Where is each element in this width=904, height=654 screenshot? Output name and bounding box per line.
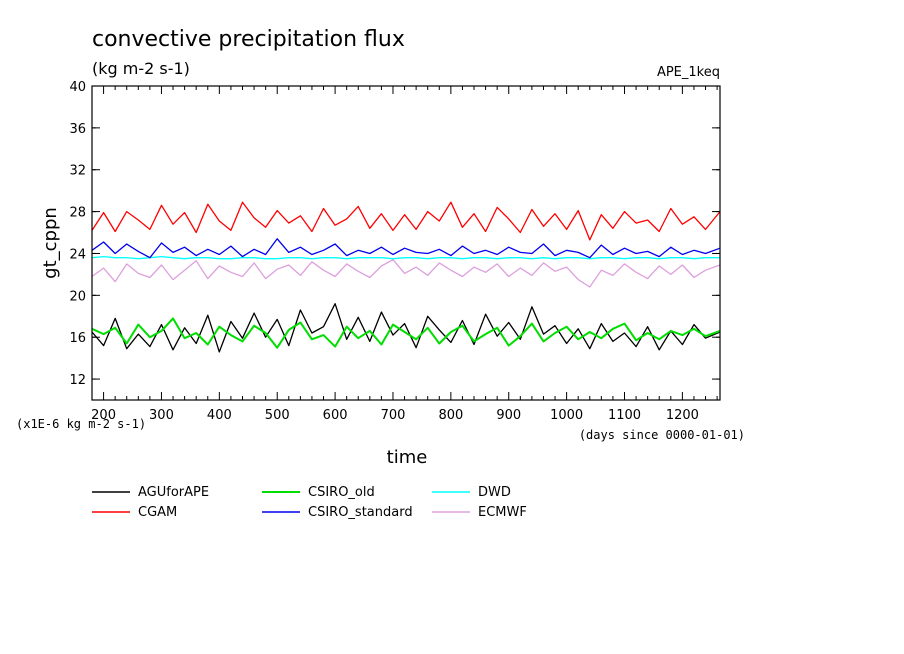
x-tick-label: 500 — [265, 408, 290, 423]
x-unit-note: (days since 0000-01-01) — [579, 428, 745, 442]
x-tick-label: 400 — [207, 408, 232, 423]
y-tick-label: 32 — [69, 164, 86, 179]
legend-label-cgam: CGAM — [138, 505, 177, 520]
x-tick-label: 800 — [438, 408, 463, 423]
legend-label-dwd: DWD — [478, 485, 511, 500]
x-tick-label: 700 — [381, 408, 406, 423]
y-tick-label: 20 — [69, 289, 86, 304]
plot-frame — [91, 85, 721, 401]
y-tick-label: 40 — [69, 80, 86, 95]
y-tick-label: 12 — [69, 373, 86, 388]
experiment-label: APE_1keq — [657, 65, 720, 80]
y-tick-label: 36 — [69, 122, 86, 137]
x-axis-label: time — [387, 447, 428, 468]
axis-ticks-group: 200 300 400 500 600 700 800 900 1000 1100 1200 12 16… — [69, 80, 720, 423]
legend-label-csiro-old: CSIRO_old — [308, 485, 375, 500]
x-tick-label: 1200 — [666, 408, 699, 423]
series-line-csiro-standard — [91, 238, 721, 259]
x-tick-label: 300 — [149, 408, 174, 423]
x-tick-label: 900 — [496, 408, 521, 423]
x-tick-label: 600 — [323, 408, 348, 423]
series-line-cgam — [91, 201, 721, 241]
y-axis-label: gt_cppn — [40, 207, 61, 279]
x-tick-label: 200 — [91, 408, 116, 423]
legend-label-ecmwf: ECMWF — [478, 505, 527, 520]
y-tick-label: 24 — [69, 247, 86, 262]
series-line-dwd — [91, 255, 720, 260]
series-line-csiro-old — [91, 317, 721, 349]
series-line-ecmwf — [91, 259, 721, 288]
y-scale-note: (x1E-6 kg m-2 s-1) — [16, 417, 146, 431]
series-line-aguforape — [91, 303, 721, 353]
y-tick-label: 28 — [69, 206, 86, 221]
legend: AGUforAPE CGAM CSIRO_old CSIRO_standard DWD E… — [92, 485, 527, 520]
legend-label-aguforape: AGUforAPE — [138, 485, 209, 500]
plot-series-group — [91, 201, 721, 353]
x-tick-label: 1000 — [550, 408, 583, 423]
chart-title: convective precipitation flux — [92, 27, 405, 52]
y-tick-label: 16 — [69, 331, 86, 346]
legend-label-csiro-standard: CSIRO_standard — [308, 505, 413, 520]
x-tick-label: 1100 — [608, 408, 641, 423]
chart-units: (kg m-2 s-1) — [92, 59, 190, 78]
